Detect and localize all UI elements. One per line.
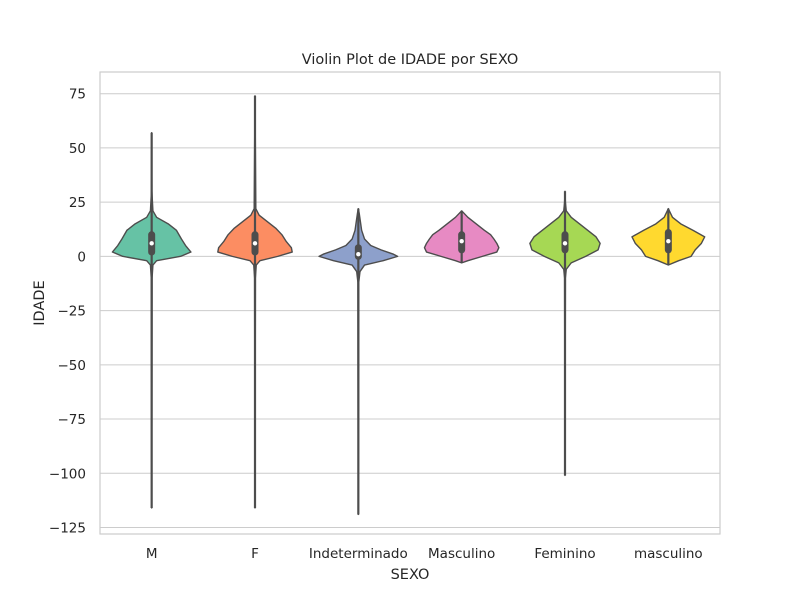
y-tick-label: −100 (49, 466, 86, 482)
violin-median-marker (666, 238, 671, 244)
violin-median-marker (459, 238, 464, 244)
y-tick-label: −25 (58, 304, 87, 320)
violin-masculino (631, 207, 706, 266)
violin-Indeterminado (318, 207, 399, 516)
x-tick-label: Masculino (428, 546, 495, 562)
y-tick-label: −125 (49, 520, 86, 536)
violin-median-marker (252, 241, 258, 246)
x-tick-label: masculino (634, 546, 703, 562)
violins (111, 95, 706, 516)
y-tick-label: −75 (58, 412, 87, 428)
chart-title: Violin Plot de IDADE por SEXO (302, 52, 519, 68)
y-tick-label: 50 (69, 141, 86, 157)
x-tick-label: M (146, 546, 158, 562)
plot-frame (99, 71, 721, 535)
x-tick-label: Indeterminado (309, 546, 408, 562)
y-axis-label: IDADE (32, 280, 48, 325)
violin-M (111, 132, 192, 509)
x-axis-label: SEXO (391, 567, 430, 583)
y-tick-labels: 75 50 25 0 −25 −50 −75 −100 −125 (49, 87, 86, 537)
violin-median-marker (562, 241, 568, 246)
y-tick-label: 0 (77, 249, 86, 265)
violin-F (217, 95, 293, 509)
x-tick-labels: M F Indeterminado Masculino Feminino masculin… (146, 546, 703, 562)
y-tick-label: 75 (69, 87, 86, 103)
x-tick-label: Feminino (534, 546, 595, 562)
violin-Feminino (529, 190, 601, 477)
y-tick-label: 25 (69, 195, 86, 211)
gridlines (100, 93, 720, 528)
y-tick-label: −50 (58, 358, 87, 374)
violin-median-marker (149, 241, 154, 246)
violin-Masculino (423, 210, 500, 264)
violin-median-marker (356, 251, 361, 257)
x-tick-label: F (251, 546, 259, 562)
